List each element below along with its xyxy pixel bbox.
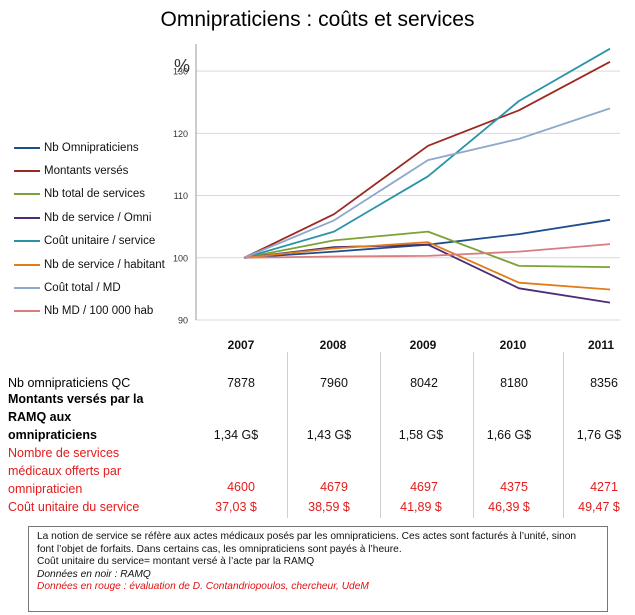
row-label-line: omnipraticien [8,482,83,496]
page-title: Omnipraticiens : coûts et services [160,8,475,31]
table-cell: 1,58 G$ [398,428,444,442]
row-label-line: omnipraticiens [8,428,97,442]
series-line [243,230,611,268]
table-cell: 7960 [320,376,348,390]
year-label: 2010 [499,338,527,352]
note-source-red: Données en rouge : évaluation de D. Cont… [37,581,369,593]
legend-swatch [14,146,40,149]
row-label-cout-unitaire: Coût unitaire du service [8,500,140,514]
y-tick-label: 90 [178,316,188,326]
row-label-line: Montants versés par la [8,392,144,406]
year-label: 2008 [319,338,347,352]
note-line: La notion de service se réfère aux actes… [37,531,577,542]
legend-item: Nb Omnipraticiens [14,136,204,159]
legend-swatch [14,287,40,290]
table-cell: 8042 [410,376,438,390]
legend-item: Montants versés [14,159,204,182]
table-cell: 46,39 $ [488,500,530,514]
legend-swatch [14,263,40,266]
y-tick-label: 110 [174,191,188,201]
legend-label: Coût total / MD [44,282,121,295]
note-source-black: Données en noir : RAMQ [37,568,151,580]
row-label-line: médicaux offerts par [8,464,122,478]
legend-label: Montants versés [44,165,129,178]
year-label: 2011 [587,338,615,352]
line-chart: 90 100 110 120 130% [173,44,620,326]
series-line [243,107,611,259]
legend-item: Coût total / MD [14,276,204,299]
legend-item: Nb de service / Omni [14,206,204,229]
legend-label: Nb Omnipraticiens [44,141,139,154]
legend-label: Coût unitaire / service [44,235,156,248]
row-label-nombre-services: Nombre de services médicaux offerts par … [8,444,121,498]
legend-swatch [14,193,40,196]
legend-label: Nb de service / Omni [44,211,152,224]
table-cell: 38,59 $ [308,500,350,514]
legend-item: Nb MD / 100 000 hab [14,300,204,323]
table-cell: 37,03 $ [215,500,257,514]
year-label: 2007 [227,338,255,352]
legend-label: Nb de service / habitant [44,258,165,271]
legend-label: Nb total de services [44,188,145,201]
year-header: 2007 2008 2009 2010 2011 [197,338,629,518]
series-line [243,243,611,259]
note-line: font l’objet de forfaits. Dans certains … [37,543,402,555]
table-cell: 7878 [227,376,255,390]
series-line [243,241,611,291]
legend-swatch [14,216,40,219]
y-axis-label: % [174,56,190,76]
table-cell: 8356 [590,376,618,390]
table-cell: 1,76 G$ [576,428,622,442]
legend-swatch [14,310,40,313]
y-tick-label: 120 [173,129,188,139]
legend-item: Nb total de services [14,183,204,206]
column-divider [563,352,564,518]
table-cell: 4679 [320,480,348,494]
notes-box: La notion de service se réfère aux actes… [28,526,608,612]
legend-swatch [14,170,40,173]
row-label-line: Nombre de services [8,446,120,460]
table-cell: 8180 [500,376,528,390]
table-cell: 4697 [410,480,438,494]
legend-item: Nb de service / habitant [14,253,204,276]
table-cell: 4271 [590,480,618,494]
legend-label: Nb MD / 100 000 hab [44,305,154,318]
column-divider [380,352,381,518]
year-label: 2009 [409,338,437,352]
row-label-montants-verses: Montants versés par la RAMQ aux omniprat… [8,390,143,444]
table-cell: 4375 [500,480,528,494]
y-tick-label: 130 [173,67,188,77]
table-cell: 4600 [227,480,255,494]
note-line: Coût unitaire du service= montant versé … [37,556,315,568]
y-tick-label: 100 [173,253,188,263]
legend-swatch [14,240,40,243]
legend-item: Coût unitaire / service [14,230,204,253]
table-cell: 49,47 $ [578,500,620,514]
table-cell: 1,43 G$ [306,428,352,442]
column-divider [473,352,474,518]
series-line [243,47,611,259]
column-divider [287,352,288,518]
table-cell: 1,34 G$ [213,428,259,442]
row-label-nb-omnipraticiens: Nb omnipraticiens QC [8,376,131,390]
chart-legend: Nb Omnipraticiens Montants versés Nb total… [14,136,204,323]
series-line [243,61,611,259]
row-label-line: RAMQ aux [8,410,72,424]
table-cell: 41,89 $ [400,500,442,514]
table-cell: 1,66 G$ [486,428,532,442]
